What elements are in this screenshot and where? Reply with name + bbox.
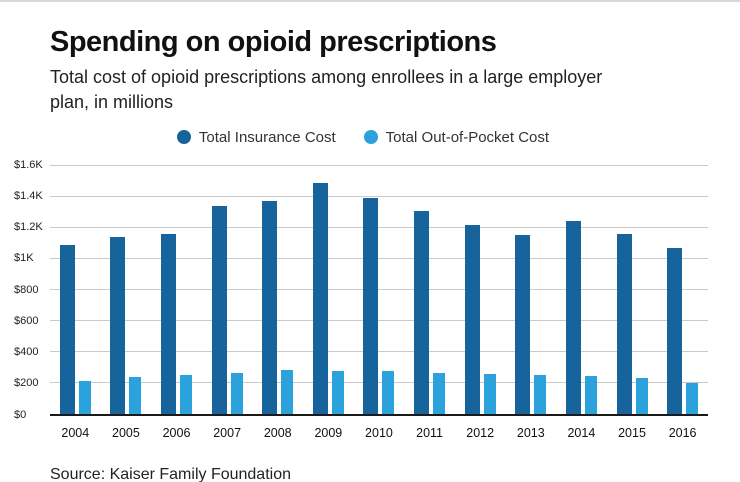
bar-insurance [59,244,75,414]
bars-row: 2004 2005 2006 2007 2008 2009 2010 2011 2012 2013… [50,166,708,440]
x-tick-label: 2014 [567,425,596,440]
bar-out-of-pocket [281,370,294,414]
bar-out-of-pocket [78,381,91,414]
page-title: Spending on opioid prescriptions [50,26,497,58]
bar-insurance [262,201,278,414]
bar-insurance [616,233,632,414]
bar-out-of-pocket [635,378,648,414]
bar-out-of-pocket [382,371,395,414]
legend-item-out-of-pocket: Total Out-of-Pocket Cost [363,128,550,146]
bar-group: 2016 [667,166,699,440]
y-tick-label: $1.4K [14,189,43,202]
gridline [50,257,708,259]
x-tick-label: 2011 [416,425,444,440]
bar-insurance [414,210,430,414]
y-tick-label: $600 [14,314,39,327]
legend-dot-out-of-pocket-icon [363,130,378,145]
bar-insurance [161,233,177,414]
x-tick-label: 2009 [314,425,343,440]
y-tick-label: $200 [14,377,39,390]
bar-out-of-pocket [230,372,243,414]
x-tick-label: 2015 [618,425,646,440]
x-tick-label: 2012 [466,425,495,440]
gridline [50,288,708,290]
y-tick-label: $1.6K [14,158,43,171]
bar-group: 2010 [363,166,395,440]
bar-out-of-pocket [129,377,142,414]
legend-label-out-of-pocket: Total Out-of-Pocket Cost [385,128,550,146]
bar-out-of-pocket [584,375,597,414]
x-tick-label: 2010 [365,425,393,440]
bar-insurance [110,236,126,414]
x-tick-label: 2016 [668,425,697,440]
x-tick-label: 2005 [112,425,140,440]
bar-insurance [565,221,581,414]
source-attribution: Source: Kaiser Family Foundation [50,465,291,482]
legend-item-insurance: Total Insurance Cost [176,128,336,146]
chart-legend: Total Insurance Cost Total Out-of-Pocket… [0,129,726,146]
bar-group: 2004 [59,166,91,440]
bar-group: 2007 [211,166,243,440]
bar-insurance [312,182,328,414]
page-subtitle: Total cost of opioid prescriptions among… [50,67,603,112]
bar-group: 2006 [161,166,193,440]
bar-out-of-pocket [686,383,699,414]
bar-group: 2015 [616,166,648,440]
x-tick-label: 2004 [61,425,90,440]
bar-out-of-pocket [534,374,547,414]
bar-insurance [464,224,480,414]
y-tick-label: $800 [14,283,39,296]
y-tick-label: $0 [14,408,27,421]
bar-out-of-pocket [483,374,496,414]
gridline [50,319,708,321]
bar-insurance [667,247,683,414]
bar-out-of-pocket [180,374,193,414]
y-tick-label: $400 [14,346,39,359]
gridline [50,164,708,166]
bar-group: 2014 [565,166,597,440]
gridline [50,381,708,383]
bar-insurance [363,198,379,414]
gridline [50,226,708,228]
legend-label-insurance: Total Insurance Cost [198,128,336,146]
bar-group: 2012 [464,166,496,440]
x-tick-label: 2013 [516,425,545,440]
x-tick-label: 2006 [162,425,191,440]
bar-out-of-pocket [433,372,446,414]
x-tick-label: 2008 [263,425,292,440]
bar-group: 2005 [110,166,142,440]
y-tick-label: $1K [14,252,34,265]
bar-group: 2013 [515,166,547,440]
y-axis-labels: $0 $200 $400 $600 $800 $1K $1.2K $1.4K $1.6K [14,159,50,421]
bar-chart: $0 $200 $400 $600 $800 $1K $1.2K $1.4K $1.6K 200… [8,159,712,452]
legend-dot-insurance-icon [176,130,191,145]
x-tick-label: 2007 [213,425,242,440]
plot-area: 2004 2005 2006 2007 2008 2009 2010 2011 2012 2013… [50,164,708,440]
bar-insurance [211,205,227,414]
gridline [50,195,708,197]
y-tick-label: $1.2K [14,221,43,234]
bar-insurance [515,235,531,414]
gridline [50,350,708,352]
bar-out-of-pocket [331,371,344,414]
bar-group: 2009 [312,166,344,440]
bar-group: 2008 [262,166,294,440]
bar-group: 2011 [414,166,446,440]
